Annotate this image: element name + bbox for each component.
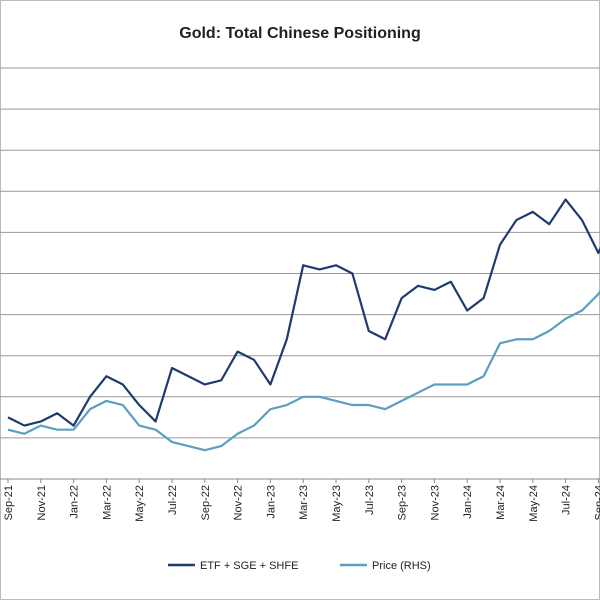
x-tick-label: Mar-24 <box>495 485 507 520</box>
x-tick-label: Sep-21 <box>3 485 15 520</box>
x-tick-label: Nov-21 <box>36 485 48 520</box>
x-tick-label: Jul-23 <box>364 485 376 515</box>
x-tick-label: Jan-24 <box>462 485 474 519</box>
x-tick-label: May-23 <box>331 485 343 522</box>
x-tick-label: Mar-23 <box>298 485 310 520</box>
series-line <box>7 198 600 427</box>
series-line <box>7 289 600 452</box>
chart-title: Gold: Total Chinese Positioning <box>179 25 420 42</box>
x-tick-label: Mar-22 <box>101 485 113 520</box>
x-tick-label: Nov-22 <box>233 485 245 520</box>
x-tick-label: Sep-22 <box>200 485 212 520</box>
x-tick-label: Jul-24 <box>561 485 573 515</box>
x-tick-label: Jul-22 <box>167 485 179 515</box>
x-tick-label: Nov-23 <box>429 485 441 520</box>
x-tick-label: Jan-23 <box>265 485 277 519</box>
legend-label: ETF + SGE + SHFE <box>200 560 298 572</box>
x-tick-label: May-24 <box>528 485 540 522</box>
x-tick-label: Sep-24 <box>593 485 600 520</box>
x-tick-label: May-22 <box>134 485 146 522</box>
legend-label: Price (RHS) <box>372 560 431 572</box>
x-tick-label: Jan-22 <box>69 485 81 519</box>
x-tick-label: Sep-23 <box>397 485 409 520</box>
